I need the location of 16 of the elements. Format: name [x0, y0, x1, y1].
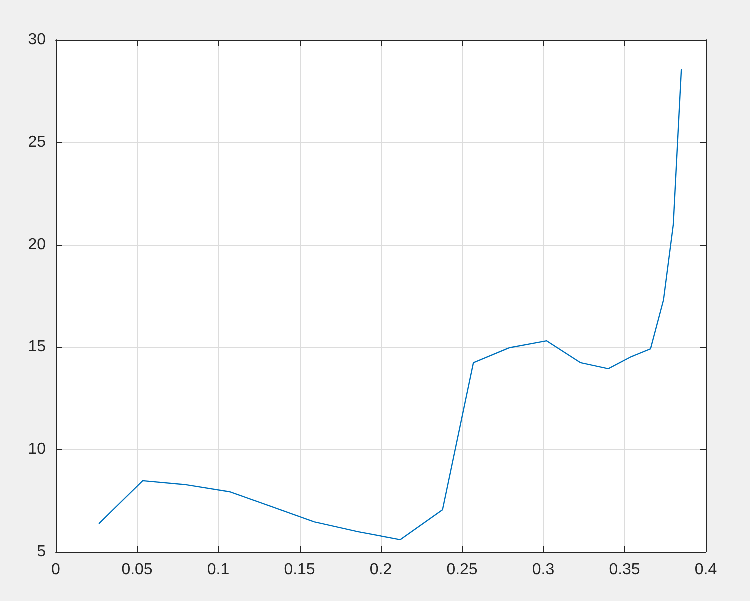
line-series: [98, 68, 682, 541]
x-tick-label: 0.1: [207, 562, 230, 578]
y-tick-label: 30: [28, 32, 46, 48]
x-tick-label: 0: [52, 562, 61, 578]
y-tick-label: 5: [37, 544, 46, 560]
x-tick-label: 0.3: [532, 562, 555, 578]
y-tick-label: 15: [28, 338, 46, 356]
x-tick-label: 0.35: [609, 562, 640, 578]
x-tick-label: 0.2: [370, 562, 392, 578]
y-tick-label: 25: [28, 134, 46, 151]
x-tick-label: 0.15: [284, 562, 316, 578]
y-tick-label: 10: [28, 441, 46, 458]
x-tick-label: 0.25: [446, 562, 478, 578]
x-tick-label: 0.05: [122, 562, 153, 578]
x-tick-label: 0.4: [694, 562, 718, 578]
y-tick-label: 20: [28, 236, 46, 254]
